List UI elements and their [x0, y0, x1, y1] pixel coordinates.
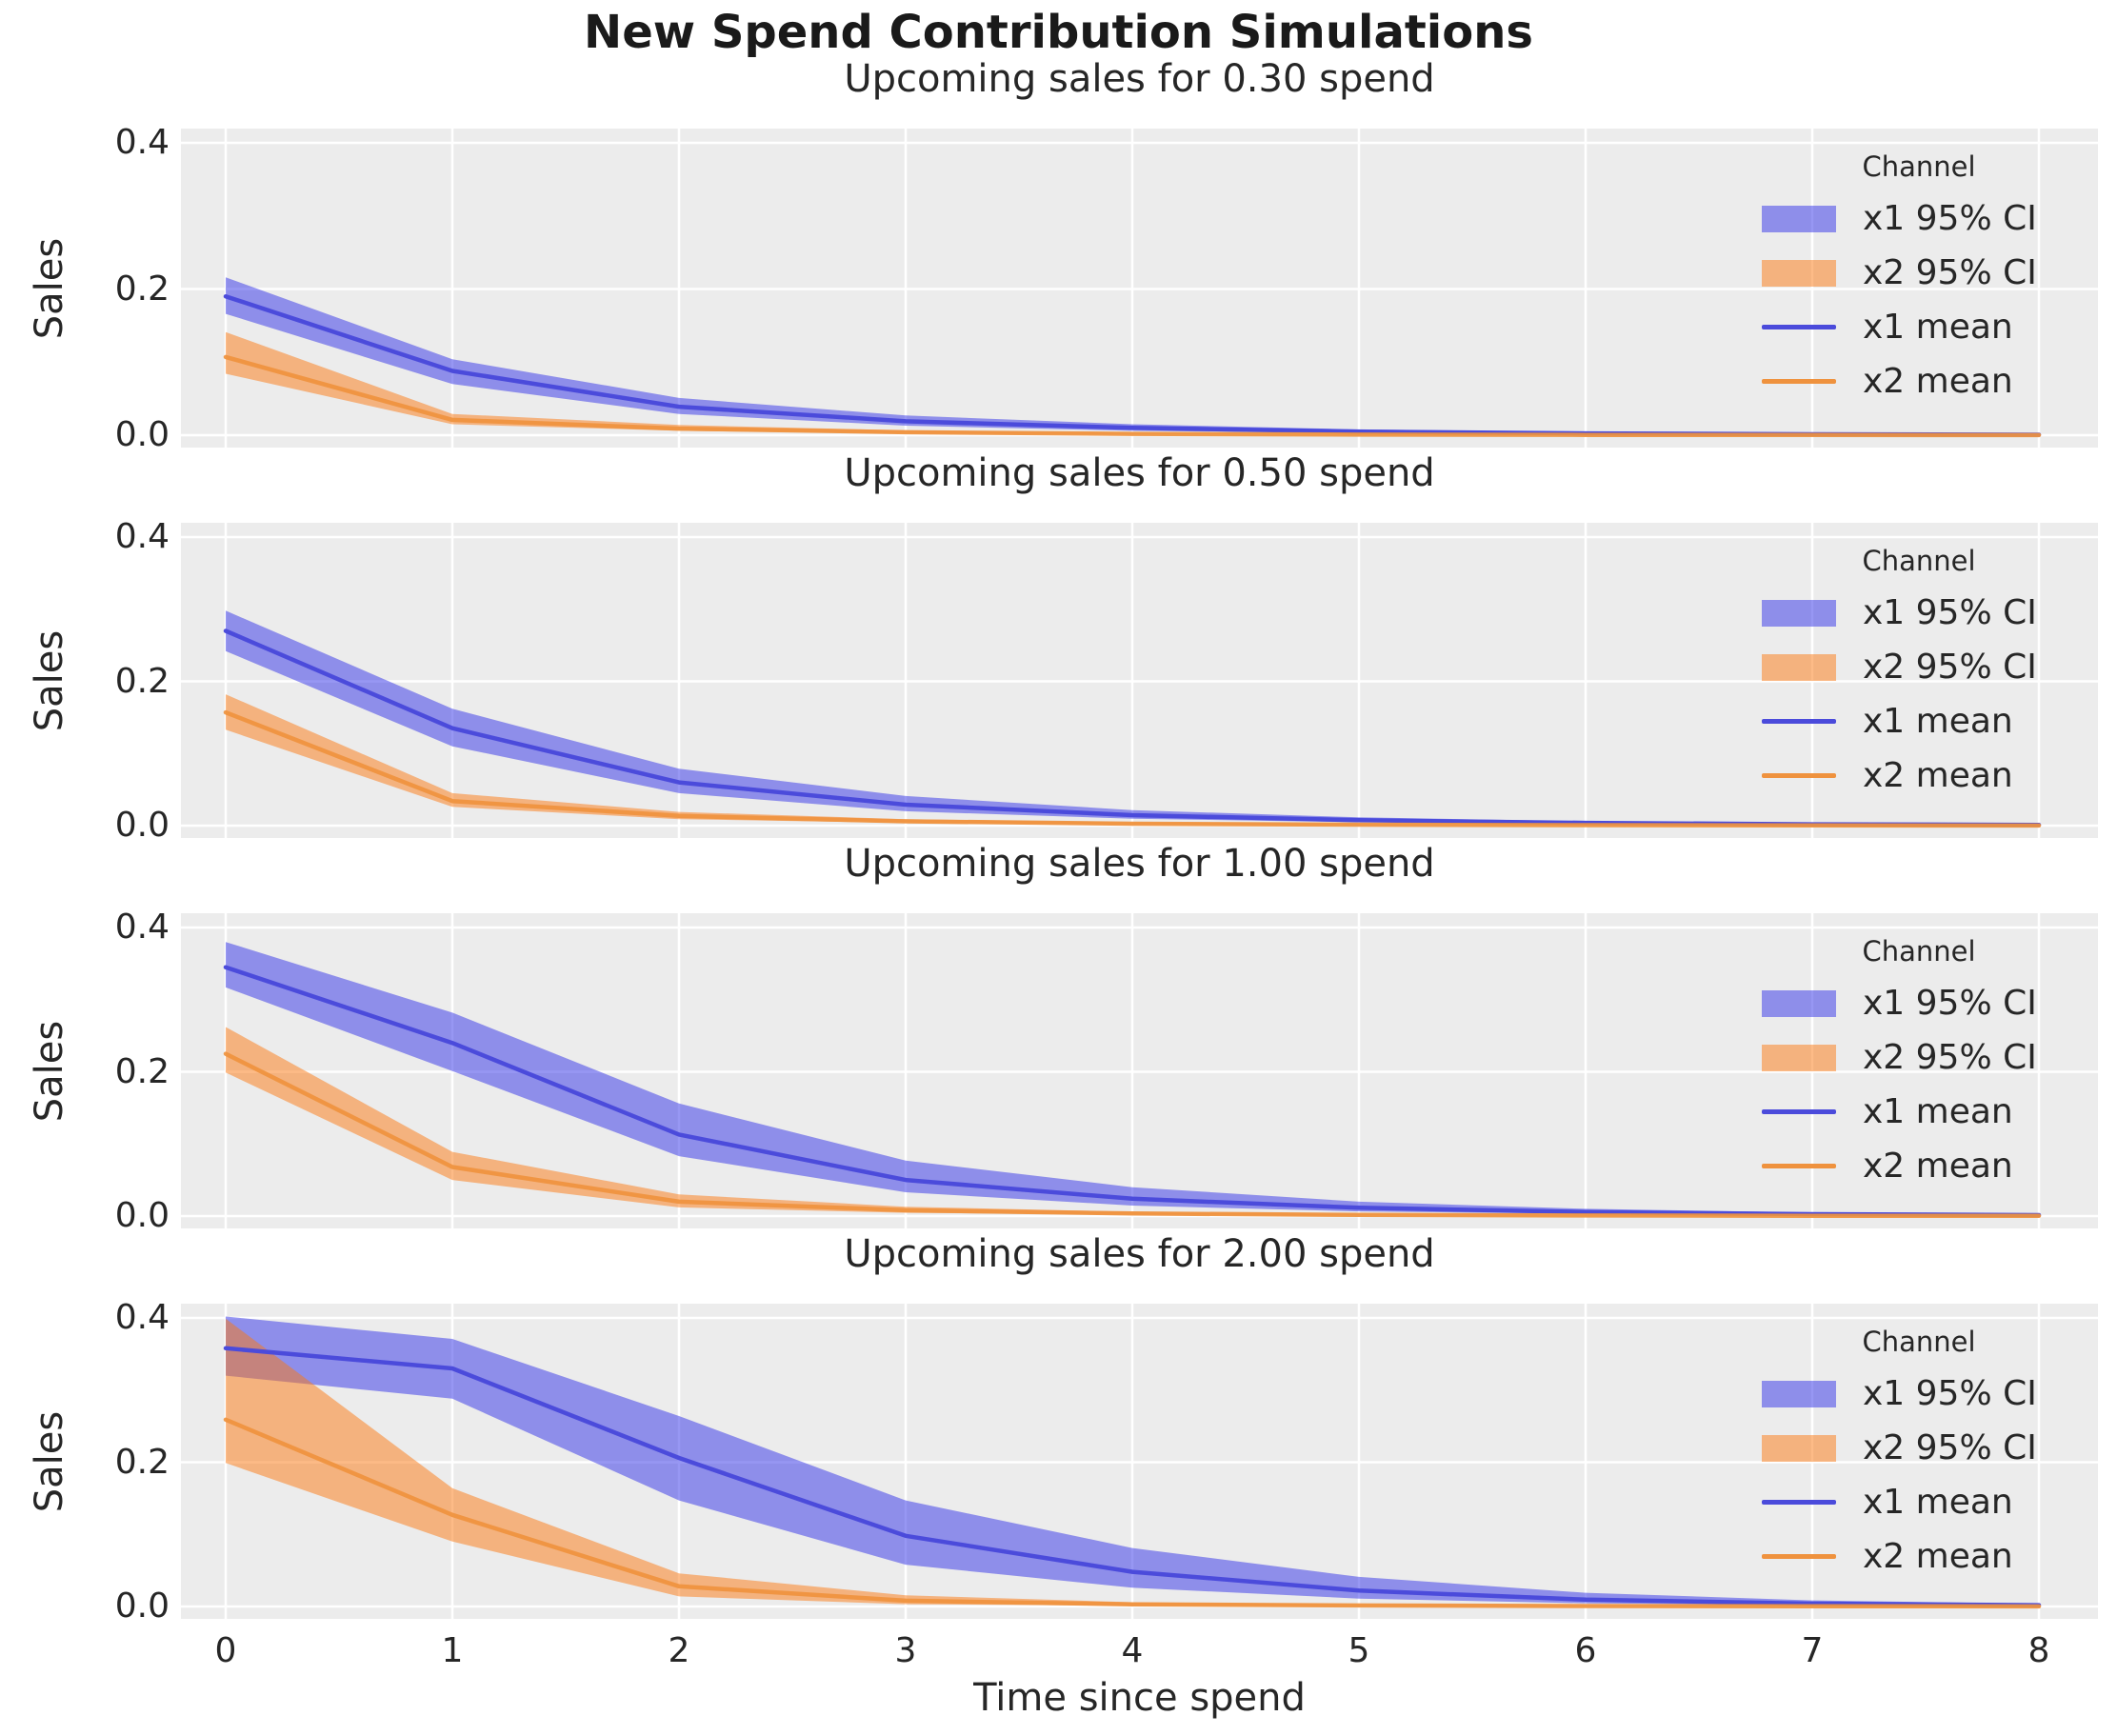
legend-entry: x2 mean: [1762, 1139, 2076, 1193]
legend-swatch-x2-95-ci: [1762, 1044, 1836, 1071]
x1-mean-line: [223, 1346, 2042, 1607]
x-axis-label: Time since spend: [973, 1676, 1306, 1720]
y-tick-label: 0.4: [114, 123, 170, 162]
legend-entry: x2 95% CI: [1762, 1421, 2076, 1475]
legend-entry: x2 mean: [1762, 354, 2076, 409]
x1-ci-band: [226, 942, 2039, 1216]
x-tick-label: 7: [1801, 1631, 1824, 1670]
y-tick-label: 0.2: [114, 1442, 170, 1482]
x-tick-label: 0: [214, 1631, 237, 1670]
legend-title: Channel: [1862, 1326, 1976, 1358]
x1-ci-band: [226, 610, 2039, 826]
legend-title: Channel: [1862, 150, 1976, 183]
legend-swatch-x1-95-ci: [1762, 599, 1836, 627]
legend-label: x2 mean: [1863, 1537, 2013, 1576]
y-tick-label: 0.2: [114, 269, 170, 309]
legend-label: x2 95% CI: [1863, 1428, 2037, 1467]
plot-area: [181, 523, 2098, 838]
x1-mean-line: [223, 965, 2042, 1218]
legend-swatch-x2-mean: [1762, 1164, 1836, 1168]
x-tick-label: 3: [894, 1631, 917, 1670]
legend-entry: x1 mean: [1762, 1085, 2076, 1139]
plot-area: [181, 913, 2098, 1228]
legend: Channel x1 95% CI x2 95% CI x1 mean x2 mean: [1762, 1323, 2076, 1584]
legend-label: x2 mean: [1863, 756, 2013, 795]
x-tick-label: 1: [441, 1631, 464, 1670]
legend-label: x1 mean: [1863, 1092, 2013, 1131]
legend-entry: x1 95% CI: [1762, 191, 2076, 246]
x-tick-label: 8: [2027, 1631, 2050, 1670]
legend-swatch-x2-mean: [1762, 773, 1836, 778]
legend-entry: x2 95% CI: [1762, 640, 2076, 694]
legend-swatch-x1-95-ci: [1762, 205, 1836, 232]
y-tick-label: 0.4: [114, 1298, 170, 1337]
legend-entry: x1 mean: [1762, 300, 2076, 354]
legend-label: x1 95% CI: [1863, 199, 2037, 238]
subplot-title: Upcoming sales for 0.30 spend: [844, 57, 1435, 101]
y-tick-label: 0.0: [114, 806, 170, 845]
legend-label: x2 95% CI: [1863, 253, 2037, 292]
y-tick-label: 0.0: [114, 1586, 170, 1626]
legend-entry: x1 95% CI: [1762, 1367, 2076, 1421]
x2-mean-line: [223, 1051, 2042, 1219]
y-tick-label: 0.2: [114, 1051, 170, 1091]
x1-ci-band: [226, 1316, 2039, 1606]
legend-label: x2 mean: [1863, 362, 2013, 401]
x-tick-label: 4: [1121, 1631, 1144, 1670]
legend-swatch-x1-95-ci: [1762, 1380, 1836, 1407]
subplot-title: Upcoming sales for 0.50 spend: [844, 451, 1435, 495]
legend: Channel x1 95% CI x2 95% CI x1 mean x2 mean: [1762, 542, 2076, 803]
legend-swatch-x2-mean: [1762, 379, 1836, 384]
legend-label: x1 mean: [1863, 1483, 2013, 1522]
legend-label: x2 mean: [1863, 1147, 2013, 1186]
subplot-title: Upcoming sales for 2.00 spend: [844, 1232, 1435, 1276]
legend-entry: x1 95% CI: [1762, 976, 2076, 1030]
legend-swatch-x1-mean: [1762, 719, 1836, 724]
legend-entry: x2 mean: [1762, 748, 2076, 803]
figure-title: New Spend Contribution Simulations: [584, 6, 1533, 59]
y-tick-label: 0.0: [114, 415, 170, 454]
legend-label: x1 95% CI: [1863, 984, 2037, 1023]
x-tick-label: 6: [1574, 1631, 1597, 1670]
legend-entry: x2 95% CI: [1762, 1030, 2076, 1085]
legend-title: Channel: [1862, 545, 1976, 577]
y-tick-label: 0.2: [114, 661, 170, 701]
x-tick-label: 2: [668, 1631, 690, 1670]
legend-label: x2 95% CI: [1863, 1038, 2037, 1077]
y-tick-label: 0.4: [114, 908, 170, 947]
legend-entry: x2 mean: [1762, 1529, 2076, 1584]
y-tick-label: 0.4: [114, 517, 170, 556]
legend-swatch-x2-95-ci: [1762, 259, 1836, 287]
x2-mean-line: [223, 1417, 2042, 1609]
legend: Channel x1 95% CI x2 95% CI x1 mean x2 mean: [1762, 932, 2076, 1193]
legend-entry: x1 mean: [1762, 694, 2076, 748]
legend: Channel x1 95% CI x2 95% CI x1 mean x2 mean: [1762, 148, 2076, 409]
legend-title: Channel: [1862, 935, 1976, 968]
x2-mean-line: [223, 709, 2042, 828]
legend-swatch-x2-95-ci: [1762, 1434, 1836, 1462]
subplot-title: Upcoming sales for 1.00 spend: [844, 842, 1435, 886]
plot-area: [181, 129, 2098, 448]
legend-label: x1 mean: [1863, 308, 2013, 347]
legend-label: x1 95% CI: [1863, 593, 2037, 632]
legend-label: x1 95% CI: [1863, 1374, 2037, 1413]
x-tick-label: 5: [1348, 1631, 1370, 1670]
legend-entry: x1 mean: [1762, 1475, 2076, 1529]
legend-label: x2 95% CI: [1863, 648, 2037, 687]
legend-entry: x2 95% CI: [1762, 246, 2076, 300]
legend-swatch-x1-mean: [1762, 325, 1836, 329]
plot-area: [181, 1304, 2098, 1619]
legend-entry: x1 95% CI: [1762, 586, 2076, 640]
x2-mean-line: [223, 354, 2042, 438]
y-tick-label: 0.0: [114, 1196, 170, 1235]
legend-swatch-x1-mean: [1762, 1109, 1836, 1114]
legend-swatch-x1-mean: [1762, 1500, 1836, 1505]
legend-swatch-x1-95-ci: [1762, 989, 1836, 1017]
legend-swatch-x2-95-ci: [1762, 653, 1836, 681]
legend-swatch-x2-mean: [1762, 1554, 1836, 1559]
legend-label: x1 mean: [1863, 702, 2013, 741]
